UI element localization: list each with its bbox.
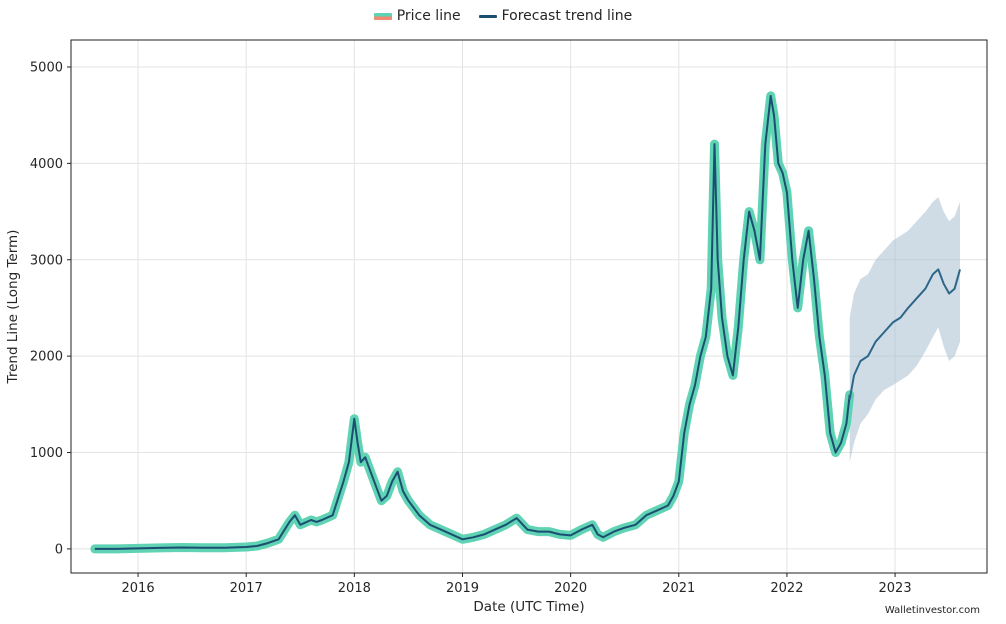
x-tick-label: 2021: [662, 581, 695, 596]
forecast-confidence-band: [849, 197, 960, 463]
x-tick-label: 2018: [338, 581, 371, 596]
y-tick-label: 0: [55, 542, 63, 557]
y-tick-label: 5000: [30, 60, 63, 75]
forecast-line-swatch: [478, 14, 497, 18]
forecast-band-layer: [849, 197, 960, 463]
x-axis-label: Date (UTC Time): [473, 599, 584, 615]
x-tick-label: 2016: [122, 581, 155, 596]
legend: Price line Forecast trend line: [0, 8, 1006, 24]
tick-labels: 2016 2017 2018 2019 2020 2021 2022 2023 0 1000 200…: [30, 60, 912, 596]
x-tick-label: 2017: [230, 581, 263, 596]
y-tick-label: 2000: [30, 350, 63, 365]
price-line-swatch: [373, 12, 392, 20]
historical-trend-line: [94, 94, 851, 550]
legend-item-price: Price line: [373, 8, 461, 24]
legend-label-price: Price line: [396, 8, 461, 24]
legend-label-forecast: Forecast trend line: [501, 8, 633, 24]
forecast-trend-line: [848, 268, 961, 400]
series-layer: [90, 91, 961, 554]
grid-lines: [71, 40, 987, 573]
x-tick-label: 2022: [770, 581, 803, 596]
legend-item-forecast: Forecast trend line: [478, 8, 633, 24]
y-tick-label: 3000: [30, 253, 63, 268]
watermark: Walletinvestor.com: [884, 605, 980, 616]
y-tick-label: 4000: [30, 157, 63, 172]
plot-frame: [70, 39, 988, 574]
x-tick-label: 2020: [554, 581, 587, 596]
x-tick-label: 2023: [879, 581, 912, 596]
y-tick-label: 1000: [30, 446, 63, 461]
y-axis-label: Trend Line (Long Term): [5, 230, 21, 385]
x-tick-label: 2019: [446, 581, 479, 596]
